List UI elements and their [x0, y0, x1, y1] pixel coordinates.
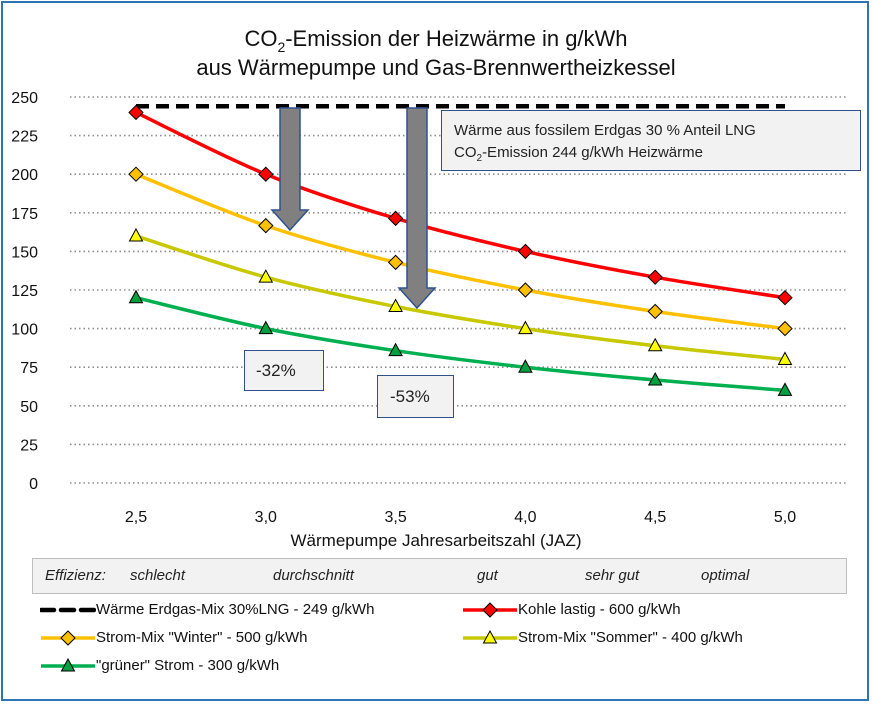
- efficiency-level: gut: [477, 567, 498, 584]
- series-line-2: [135, 172, 786, 331]
- legend-swatch: [41, 657, 95, 672]
- triangle-marker: [388, 342, 403, 357]
- y-tick-label: 100: [11, 322, 38, 339]
- triangle-marker: [482, 629, 498, 644]
- x-tick-label: 2,5: [125, 509, 147, 526]
- efficiency-level: optimal: [701, 567, 750, 584]
- legend-entry: Kohle lastig - 600 g/kWh: [462, 600, 681, 620]
- diamond-marker: [387, 210, 404, 227]
- reduction-arrow: [270, 107, 310, 232]
- legend-label: Strom-Mix "Sommer" - 400 g/kWh: [518, 629, 743, 646]
- legend-label: Wärme Erdgas-Mix 30%LNG - 249 g/kWh: [96, 601, 375, 618]
- y-tick-label: 225: [11, 129, 38, 146]
- y-tick-label: 125: [11, 283, 38, 300]
- diamond-marker: [777, 320, 793, 337]
- legend-label: "grüner" Strom - 300 g/kWh: [96, 657, 280, 674]
- x-tick-label: 3,0: [255, 509, 277, 526]
- series-line-4: [135, 296, 786, 393]
- triangle-marker: [388, 298, 403, 313]
- triangle-marker: [128, 227, 144, 242]
- legend-entry: Strom-Mix "Winter" - 500 g/kWh: [40, 628, 308, 648]
- diamond-marker: [647, 269, 663, 285]
- diamond-marker: [60, 630, 76, 646]
- y-tick-label: 150: [11, 244, 38, 261]
- info-annotation-box: Wärme aus fossilem Erdgas 30 % Anteil LN…: [441, 110, 861, 171]
- diamond-marker: [517, 282, 534, 298]
- triangle-marker: [258, 269, 274, 283]
- y-tick-label: 200: [11, 167, 38, 184]
- diamond-marker: [128, 104, 144, 121]
- diamond-marker: [482, 602, 498, 618]
- triangle-marker: [258, 320, 274, 335]
- x-tick-label: 4,5: [644, 509, 666, 526]
- triangle-marker: [518, 320, 533, 335]
- efficiency-level: durchschnitt: [273, 567, 354, 584]
- triangle-marker: [128, 289, 144, 304]
- triangle-marker: [60, 657, 76, 672]
- triangle-marker: [777, 351, 793, 365]
- x-axis-label: Wärmepumpe Jahresarbeitszahl (JAZ): [291, 531, 582, 550]
- legend-entry: Wärme Erdgas-Mix 30%LNG - 249 g/kWh: [38, 600, 375, 620]
- y-tick-label: 50: [20, 399, 38, 416]
- legend-swatch: [41, 630, 95, 646]
- triangle-marker: [518, 359, 533, 373]
- legend-swatch: [463, 602, 517, 618]
- legend-entry: Strom-Mix "Sommer" - 400 g/kWh: [462, 628, 743, 648]
- x-tick-label: 5,0: [774, 509, 796, 526]
- efficiency-level: schlecht: [130, 567, 186, 584]
- triangle-marker: [777, 382, 793, 396]
- diamond-marker: [777, 290, 793, 306]
- efficiency-level: sehr gut: [585, 567, 640, 584]
- y-tick-label: 0: [29, 476, 38, 493]
- diamond-marker: [258, 217, 274, 234]
- series-line-1: [135, 110, 786, 300]
- diamond-marker: [647, 303, 663, 320]
- diamond-marker: [258, 166, 274, 182]
- diamond-marker: [387, 254, 404, 271]
- efficiency-label: Effizienz:: [45, 567, 106, 584]
- reduction-label-32: -32%: [244, 350, 324, 391]
- legend-label: Strom-Mix "Winter" - 500 g/kWh: [96, 629, 308, 646]
- info-line1: Wärme aus fossilem Erdgas 30 % Anteil LN…: [454, 122, 756, 139]
- reduction-label-53: -53%: [377, 375, 454, 418]
- y-tick-label: 75: [20, 360, 38, 377]
- diamond-marker: [128, 166, 144, 182]
- chart-title-line1: CO2-Emission der Heizwärme in g/kWh: [244, 26, 627, 55]
- legend-label: Kohle lastig - 600 g/kWh: [518, 601, 681, 618]
- legend-swatch: [463, 629, 517, 644]
- series-line-3: [135, 234, 786, 362]
- chart-title-line2: aus Wärmepumpe und Gas-Brennwertheizkess…: [196, 55, 675, 80]
- efficiency-scale: Effizienz: schlecht durchschnitt gut seh…: [32, 558, 847, 594]
- y-tick-label: 175: [11, 206, 38, 223]
- triangle-marker: [647, 371, 663, 386]
- reduction-arrow: [397, 107, 437, 310]
- y-tick-label: 250: [11, 90, 38, 107]
- info-line2: CO2-Emission 244 g/kWh Heizwärme: [454, 144, 703, 164]
- y-tick-label: 25: [20, 437, 38, 454]
- x-tick-label: 4,0: [514, 509, 536, 526]
- legend-swatch: [38, 607, 97, 613]
- triangle-marker: [647, 337, 663, 352]
- diamond-marker: [517, 243, 534, 260]
- legend-entry: "grüner" Strom - 300 g/kWh: [40, 656, 279, 676]
- x-tick-label: 3,5: [384, 509, 406, 526]
